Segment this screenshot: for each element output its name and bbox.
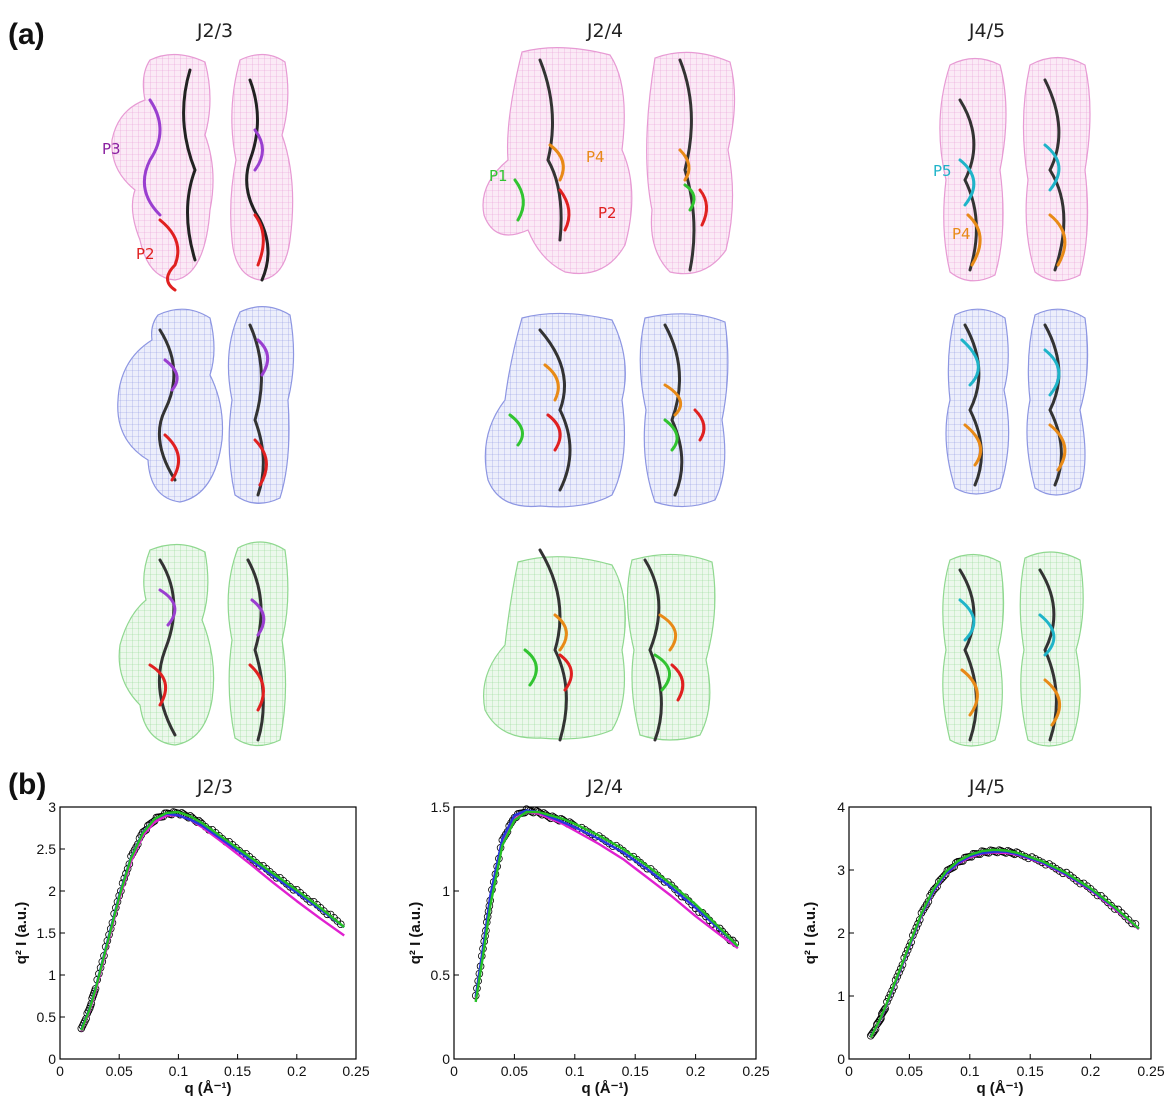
experimental-data-points <box>471 805 740 1000</box>
x-tick-label: 0.2 <box>287 1063 307 1079</box>
x-tick-label: 0 <box>845 1063 853 1079</box>
x-tick-label: 0.05 <box>106 1063 133 1079</box>
domain-label-j24-p1: P1 <box>489 167 508 185</box>
domain-label-j23-p3: P3 <box>102 140 121 158</box>
y-axis-label: q² I (a.u.) <box>13 902 30 965</box>
envelope-j24-right <box>646 51 736 275</box>
domain-label-j45-p4: P4 <box>952 225 971 243</box>
y-tick-label: 3 <box>48 799 56 815</box>
experimental-data-points <box>77 808 345 1033</box>
envelope-j24-left-blue <box>484 312 626 508</box>
envelope-j23-right <box>230 53 294 281</box>
saxs-chart-j23: 0 0.05 0.1 0.15 0.2 0.25 0 0.5 1 1.5 2 2.5 3 q (Å⁻¹) q… <box>13 799 370 1097</box>
y-axis-label: q² I (a.u.) <box>407 902 424 965</box>
x-tick-label: 0.15 <box>622 1063 649 1079</box>
plot-frame <box>848 806 1152 1060</box>
y-tick-label: 4 <box>837 799 845 815</box>
domain-label-j24-p4: P4 <box>586 148 605 166</box>
x-tick-label: 0.15 <box>224 1063 251 1079</box>
panel-a-label: (a) <box>8 18 45 51</box>
x-tick-label: 0.2 <box>1081 1063 1101 1079</box>
y-tick-label: 2 <box>48 883 56 899</box>
fit-curve <box>869 848 1140 1039</box>
domain-label-j23-p2: P2 <box>136 245 155 263</box>
envelope-j23-left-blue <box>117 308 224 503</box>
col-title-j24: J2/4 <box>586 20 624 42</box>
x-axis-label: q (Å⁻¹) <box>976 1080 1023 1097</box>
fit-curve <box>80 812 345 1031</box>
structure-models-figure <box>111 47 1091 747</box>
domain-label-j45-p5: P5 <box>933 162 952 180</box>
plot-frame <box>59 806 357 1060</box>
x-tick-label: 0.15 <box>1017 1063 1044 1079</box>
y-tick-label: 0 <box>442 1051 450 1067</box>
envelope-j45-left <box>939 57 1007 282</box>
rna-helices <box>142 58 1067 742</box>
fit-curve <box>474 810 739 1003</box>
x-tick-label: 0.2 <box>686 1063 706 1079</box>
fit-curve <box>80 814 345 1032</box>
data-point <box>336 920 345 929</box>
envelope-j24-left <box>482 47 633 275</box>
fit-curve <box>474 809 739 997</box>
col-title-j23: J2/3 <box>196 20 234 42</box>
chart-title-j23: J2/3 <box>196 776 234 798</box>
y-tick-label: 2.5 <box>37 841 57 857</box>
chart-title-j45: J4/5 <box>968 776 1006 798</box>
x-tick-label: 0.1 <box>169 1063 189 1079</box>
plot-frame <box>453 806 757 1060</box>
envelope-j45-right <box>1022 56 1091 282</box>
x-axis-label: q (Å⁻¹) <box>581 1080 628 1097</box>
y-axis-label: q² I (a.u.) <box>802 902 819 965</box>
y-tick-label: 0.5 <box>37 1009 57 1025</box>
x-tick-label: 0.25 <box>1137 1063 1164 1079</box>
envelope-row-blue <box>117 306 1089 508</box>
experimental-data-points <box>866 846 1140 1040</box>
x-tick-label: 0 <box>450 1063 458 1079</box>
y-tick-label: 3 <box>837 862 845 878</box>
envelope-j23-left <box>111 53 214 281</box>
envelope-j45-left-blue <box>945 308 1010 495</box>
saxs-chart-j24: 0 0.05 0.1 0.15 0.2 0.25 0 0.5 1 1.5 q (Å⁻¹) q² I (… <box>407 799 770 1097</box>
y-tick-label: 1 <box>837 988 845 1004</box>
envelope-j45-right-blue <box>1026 308 1089 496</box>
x-tick-label: 0.05 <box>501 1063 528 1079</box>
y-tick-label: 0 <box>48 1051 56 1067</box>
x-tick-label: 0.25 <box>342 1063 369 1079</box>
y-tick-label: 0.5 <box>431 967 451 983</box>
fit-curve <box>80 810 345 1031</box>
x-tick-label: 0.05 <box>896 1063 923 1079</box>
envelope-j45-left-green <box>942 553 1005 747</box>
y-tick-label: 1 <box>48 967 56 983</box>
col-title-j45: J4/5 <box>968 20 1006 42</box>
x-tick-label: 0.1 <box>565 1063 585 1079</box>
envelope-j23-right-blue <box>227 306 295 504</box>
saxs-chart-j45: 0 0.05 0.1 0.15 0.2 0.25 0 1 2 3 4 q (Å⁻¹) q² I (a.u… <box>802 799 1165 1097</box>
y-tick-label: 1.5 <box>37 925 57 941</box>
x-tick-label: 0 <box>56 1063 64 1079</box>
chart-title-j24: J2/4 <box>586 776 624 798</box>
y-tick-label: 1 <box>442 883 450 899</box>
x-tick-label: 0.25 <box>742 1063 769 1079</box>
envelope-j24-right-blue <box>639 313 729 508</box>
y-tick-label: 2 <box>837 925 845 941</box>
y-tick-label: 0 <box>837 1051 845 1067</box>
domain-label-j24-p2: P2 <box>598 204 617 222</box>
y-tick-label: 1.5 <box>431 799 451 815</box>
panel-b-label: (b) <box>8 768 47 801</box>
data-point <box>323 910 332 919</box>
x-tick-label: 0.1 <box>960 1063 980 1079</box>
x-axis-label: q (Å⁻¹) <box>184 1080 231 1097</box>
data-point <box>1128 919 1136 928</box>
